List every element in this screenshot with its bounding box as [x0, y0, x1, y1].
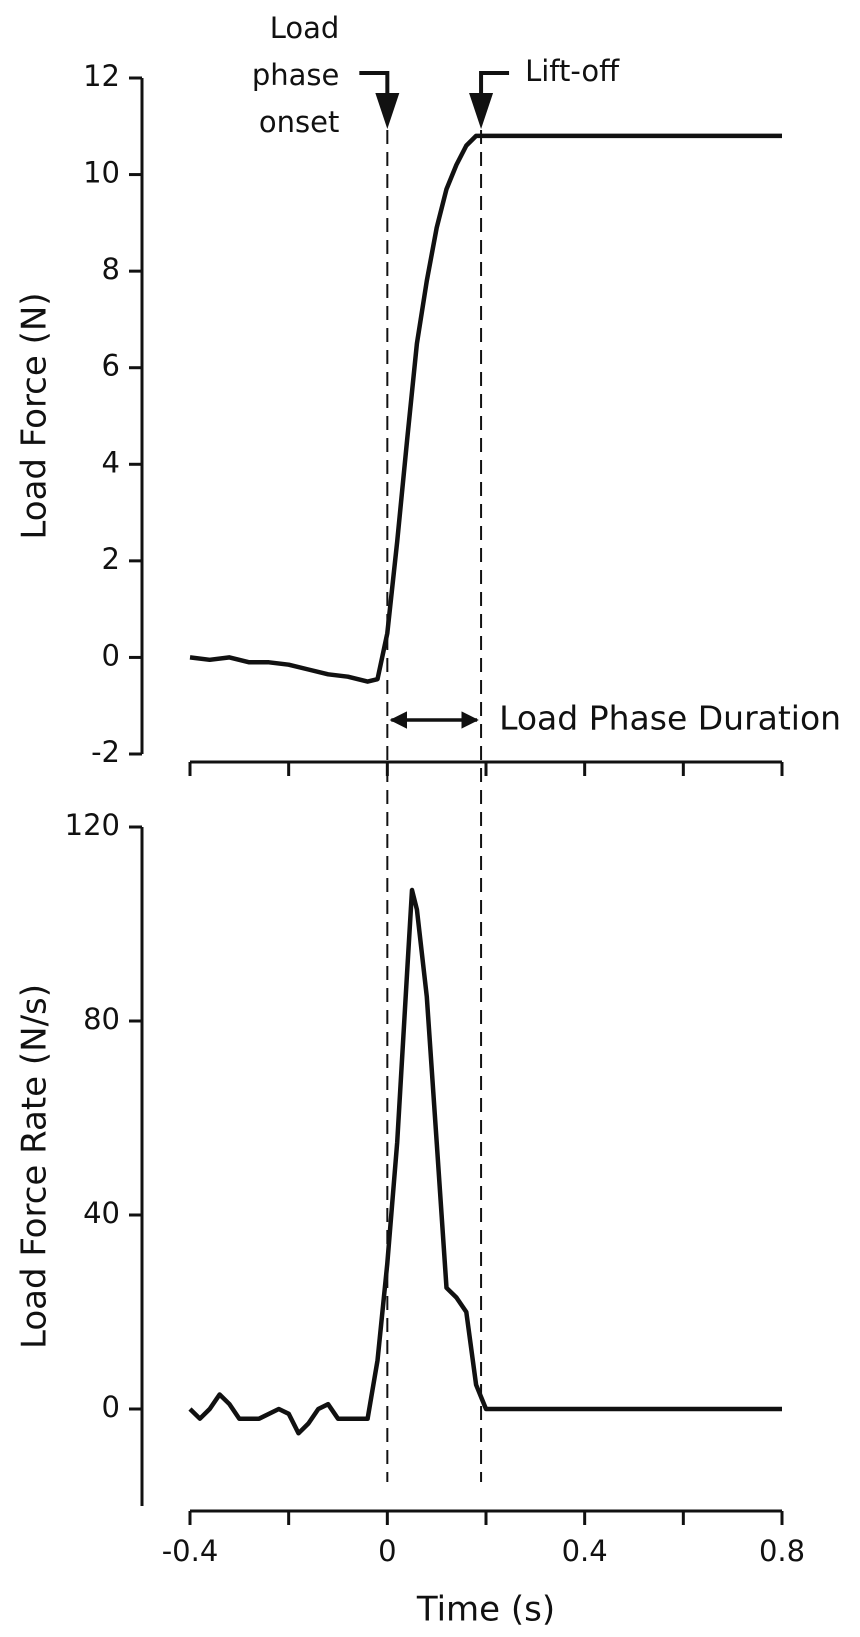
event-arrowhead [469, 93, 494, 129]
data-line [189, 133, 782, 684]
y-tick-label: 2 [102, 542, 120, 576]
event-label: onset [259, 105, 339, 139]
event-label: phase [252, 58, 340, 92]
x-tick-label: 0 [378, 1534, 396, 1568]
y-tick-label: 4 [102, 445, 120, 479]
event-arrow [359, 71, 390, 95]
event-arrow [479, 71, 510, 95]
x-tick-label: 0.8 [759, 1534, 805, 1568]
x-tick-label: 0.4 [562, 1534, 608, 1568]
event-label: Load [270, 11, 340, 45]
event-arrowhead [375, 93, 400, 129]
duration-label: Load Phase Duration [499, 699, 841, 738]
data-line [188, 887, 782, 1436]
y-tick-label: 12 [83, 59, 120, 93]
x-axis-label: Time (s) [416, 1590, 555, 1630]
event-label: Lift-off [525, 54, 620, 88]
y-tick-label: 40 [83, 1196, 120, 1230]
y-tick-label: -2 [91, 735, 120, 769]
x-tick-label: -0.4 [162, 1534, 219, 1568]
y-tick-label: 120 [65, 808, 120, 842]
y-tick-label: 0 [102, 638, 120, 672]
y-axis-label: Load Force (N) [15, 292, 55, 539]
y-tick-label: 6 [102, 349, 120, 383]
y-tick-label: 80 [83, 1002, 120, 1036]
y-tick-label: 0 [102, 1390, 120, 1424]
y-axis-label: Load Force Rate (N/s) [15, 984, 55, 1349]
y-tick-label: 8 [102, 252, 120, 286]
y-tick-label: 10 [83, 156, 120, 190]
